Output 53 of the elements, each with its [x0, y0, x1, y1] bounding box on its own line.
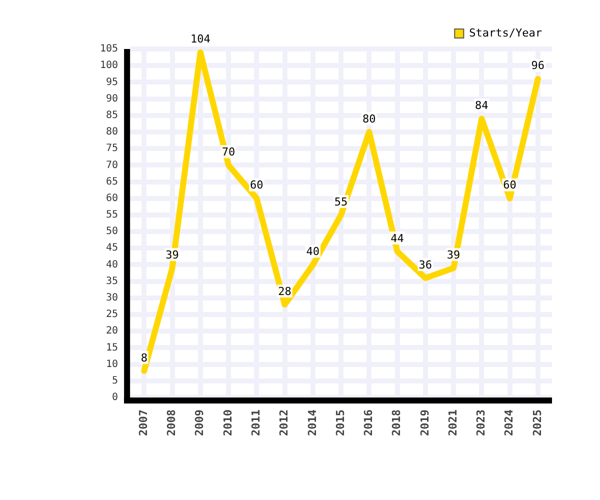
y-tick-label: 20 [106, 326, 118, 337]
x-tick-label: 2024 [502, 409, 516, 436]
data-label: 70 [222, 146, 236, 159]
x-tick-label: 2008 [165, 410, 178, 436]
y-tick-label: 95 [106, 76, 118, 88]
data-label: 28 [278, 284, 292, 298]
y-tick-label: 75 [106, 143, 118, 154]
x-tick-label: 2025 [530, 410, 544, 436]
x-tick-label: 2014 [306, 409, 319, 436]
x-tick-label: 2007 [136, 410, 150, 436]
x-tick-label: 2009 [193, 410, 206, 436]
data-label: 60 [250, 178, 264, 192]
y-tick-label: 90 [106, 93, 118, 104]
x-tick-label: 2015 [334, 410, 347, 436]
x-tick-label: 2018 [390, 410, 404, 436]
y-tick-label: 100 [100, 60, 118, 72]
x-tick-label: 2012 [278, 410, 291, 436]
y-tick-label: 60 [106, 192, 118, 204]
x-tick-label: 2021 [446, 409, 460, 436]
x-tick-label: 2010 [221, 410, 234, 436]
data-label: 60 [503, 178, 516, 192]
legend-label: Starts/Year [469, 26, 542, 40]
y-tick-label: 30 [106, 292, 118, 304]
data-label: 40 [306, 245, 320, 258]
data-label: 55 [334, 195, 348, 208]
x-tick-label: 2011 [250, 409, 262, 436]
x-tick-label: 2019 [418, 410, 432, 436]
y-tick-label: 55 [106, 210, 118, 221]
y-tick-label: 70 [106, 160, 118, 171]
data-label: 96 [531, 59, 545, 72]
y-tick-label: 80 [106, 126, 118, 138]
data-label: 44 [390, 232, 404, 245]
y-tick-label: 85 [106, 110, 118, 121]
y-tick-label: 40 [106, 259, 118, 270]
y-tick-label: 35 [106, 276, 118, 287]
y-tick-label: 50 [106, 226, 118, 238]
y-tick-label: 65 [106, 176, 118, 188]
data-label: 39 [166, 248, 179, 262]
data-label: 36 [418, 258, 432, 272]
data-label: 84 [475, 99, 489, 112]
x-tick-label: 2016 [362, 409, 376, 436]
y-tick-label: 10 [106, 358, 118, 370]
y-tick-label: 15 [106, 342, 118, 354]
data-label: 39 [446, 248, 460, 262]
y-tick-label: 0 [112, 392, 118, 404]
x-tick-label: 2023 [474, 410, 488, 436]
y-tick-label: 105 [100, 44, 118, 55]
data-label: 104 [190, 32, 211, 46]
data-label: 80 [362, 112, 376, 126]
y-tick-label: 25 [106, 309, 118, 320]
y-tick-label: 5 [112, 376, 118, 387]
y-tick-label: 45 [106, 242, 118, 254]
data-label: 8 [140, 351, 148, 364]
